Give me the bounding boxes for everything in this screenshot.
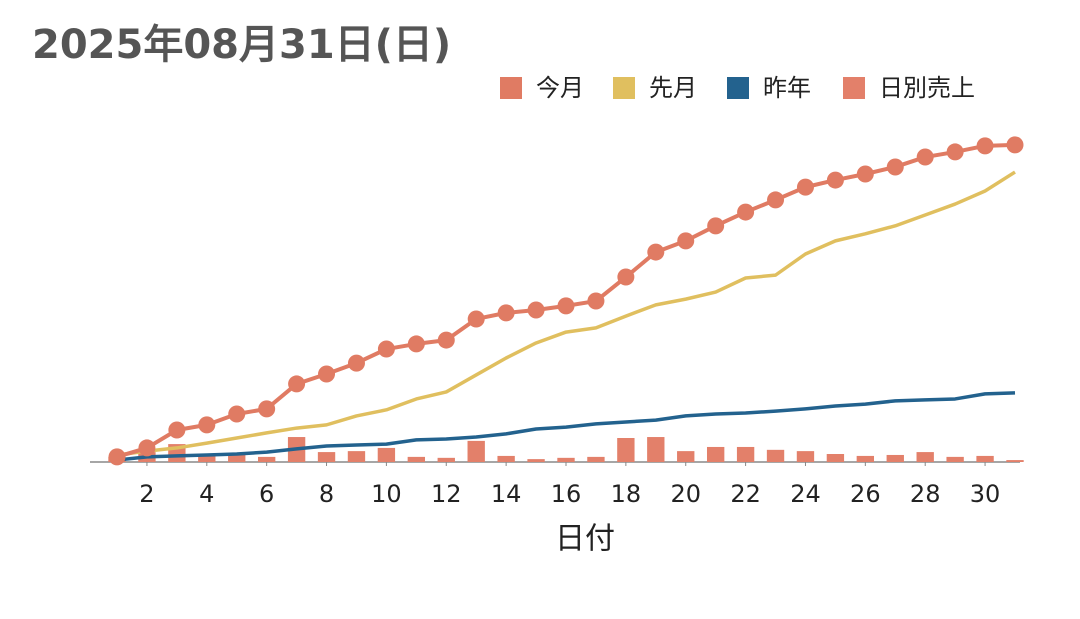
bar [497, 455, 515, 462]
x-tick-label: 16 [551, 480, 582, 508]
x-tick-label: 12 [431, 480, 462, 508]
legend-label: 今月 [536, 74, 584, 102]
bar [856, 455, 875, 462]
x-tick-label: 2 [139, 480, 154, 508]
bar [1006, 460, 1024, 462]
chart-title: 2025年08月31日(日) [32, 22, 451, 68]
bar [617, 438, 635, 462]
x-tick-label: 30 [970, 480, 1001, 508]
point [497, 304, 515, 322]
bar [736, 446, 755, 462]
x-tick-label: 26 [850, 480, 881, 508]
point [168, 421, 186, 439]
bar [886, 454, 904, 462]
x-axis-label: 日付 [555, 522, 615, 557]
point [437, 331, 455, 349]
point [377, 340, 395, 358]
bar [587, 456, 605, 462]
bar [946, 456, 964, 462]
legend-label: 昨年 [763, 74, 811, 102]
point [946, 143, 964, 161]
bar [527, 459, 545, 462]
point [916, 148, 934, 166]
x-tick-label: 10 [371, 480, 402, 508]
point [886, 158, 904, 176]
bar [198, 454, 216, 462]
bar [317, 452, 336, 462]
x-tick-label: 28 [910, 480, 941, 508]
legend-swatch [843, 77, 865, 99]
point [587, 292, 605, 310]
point [347, 354, 365, 372]
bar [557, 457, 575, 462]
bar [228, 454, 246, 462]
point [138, 439, 156, 457]
point [1006, 136, 1024, 154]
bar [826, 454, 845, 462]
x-tick-label: 18 [611, 480, 642, 508]
x-tick-label: 24 [790, 480, 821, 508]
line [116, 391, 1016, 462]
point [467, 310, 485, 328]
point [198, 416, 216, 434]
bar [347, 451, 366, 462]
point [108, 448, 126, 466]
bar [976, 455, 994, 462]
point [707, 217, 725, 235]
legend-swatch [727, 77, 749, 99]
bar [766, 449, 785, 462]
bar [647, 437, 665, 462]
point [527, 301, 545, 319]
legend-swatch [613, 77, 635, 99]
legend-label: 日別売上 [879, 74, 975, 102]
point [228, 405, 246, 423]
x-tick-label: 14 [491, 480, 522, 508]
point [617, 268, 635, 286]
bar [677, 451, 695, 462]
bar [377, 447, 396, 462]
legend-label: 先月 [649, 74, 697, 102]
point [856, 165, 874, 183]
x-tick-label: 4 [199, 480, 214, 508]
point [796, 178, 814, 196]
legend-swatch [500, 77, 522, 99]
bar [467, 440, 485, 462]
bar [437, 457, 455, 462]
x-tick-label: 8 [319, 480, 334, 508]
point [407, 335, 425, 353]
point [677, 232, 695, 250]
point [288, 375, 306, 393]
point [318, 365, 336, 383]
bar [706, 446, 725, 462]
point [826, 171, 844, 189]
point [767, 191, 785, 209]
bar [407, 456, 426, 462]
bar [796, 451, 815, 462]
bar [257, 456, 276, 462]
x-tick-label: 22 [730, 480, 761, 508]
x-tick-label: 20 [670, 480, 701, 508]
x-tick-label: 6 [259, 480, 274, 508]
point [976, 137, 994, 155]
point [557, 297, 575, 315]
line [116, 170, 1016, 457]
point [647, 243, 665, 261]
bar [916, 452, 934, 462]
point [258, 400, 276, 418]
point [737, 203, 755, 221]
